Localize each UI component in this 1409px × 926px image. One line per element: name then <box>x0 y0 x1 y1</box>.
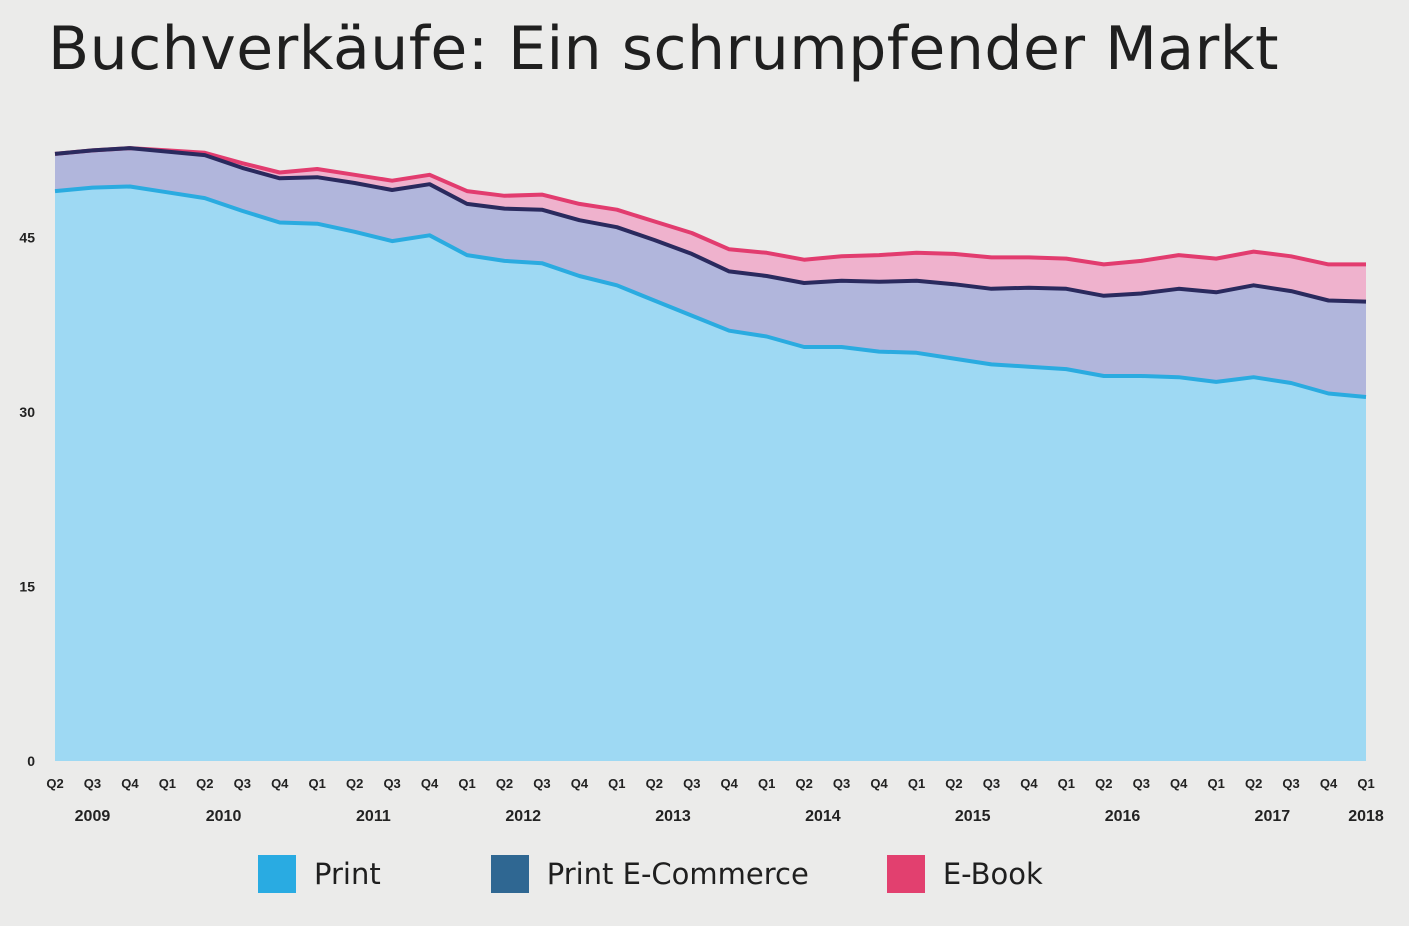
x-tick-label: Q3 <box>533 776 550 791</box>
legend-item-print-ecommerce: Print E-Commerce <box>490 855 809 893</box>
y-tick-label: 30 <box>19 404 35 420</box>
legend-swatch-print-ecommerce <box>490 855 529 893</box>
line-print-ecommerce <box>54 146 1367 304</box>
x-tick-label: Q2 <box>46 776 63 791</box>
legend-swatch-ebook <box>886 855 925 893</box>
year-label: 2013 <box>655 808 691 825</box>
x-tick-label: Q3 <box>84 776 101 791</box>
y-tick-label: 15 <box>19 579 35 595</box>
x-tick-label: Q2 <box>496 776 513 791</box>
x-tick-label: Q4 <box>1020 776 1038 791</box>
year-label: 2015 <box>955 808 991 825</box>
x-tick-label: Q2 <box>795 776 812 791</box>
x-tick-label: Q2 <box>1245 776 1262 791</box>
year-label: 2010 <box>206 808 242 825</box>
x-tick-label: Q3 <box>833 776 850 791</box>
x-tick-label: Q4 <box>1320 776 1338 791</box>
legend-label-ebook: E-Book <box>942 857 1043 891</box>
x-tick-label: Q1 <box>159 776 176 791</box>
x-tick-label: Q4 <box>721 776 739 791</box>
year-label: 2014 <box>805 808 841 825</box>
x-tick-label: Q4 <box>421 776 439 791</box>
x-tick-label: Q4 <box>1170 776 1188 791</box>
x-tick-label: Q1 <box>1357 776 1374 791</box>
x-tick-label: Q1 <box>458 776 475 791</box>
legend-item-ebook: E-Book <box>886 855 1043 893</box>
x-tick-label: Q4 <box>121 776 139 791</box>
year-label: 2009 <box>75 808 111 825</box>
x-tick-label: Q2 <box>1095 776 1112 791</box>
x-tick-label: Q3 <box>983 776 1000 791</box>
x-axis: Q2 Q3 Q4 Q1 Q2 Q3 Q4 Q1 Q2 Q3 Q4 Q1 Q2 Q3 Q4 Q1 Q2 Q3 Q4 Q1… <box>46 776 1384 825</box>
y-tick-label: 0 <box>27 753 35 769</box>
line-print <box>54 184 1367 399</box>
x-tick-label: Q3 <box>1133 776 1150 791</box>
legend-swatch-print <box>258 855 296 893</box>
chart-lines <box>54 146 1367 399</box>
x-tick-label: Q1 <box>758 776 775 791</box>
year-label: 2016 <box>1105 808 1141 825</box>
x-tick-label: Q2 <box>196 776 213 791</box>
line-ebook <box>54 146 1366 267</box>
x-tick-label: Q1 <box>1058 776 1075 791</box>
x-tick-label: Q4 <box>870 776 888 791</box>
x-tick-label: Q2 <box>945 776 962 791</box>
year-label: 2011 <box>356 808 391 825</box>
year-label: 2012 <box>505 808 541 825</box>
x-tick-label: Q1 <box>908 776 925 791</box>
y-tick-label: 45 <box>19 230 35 246</box>
area-print <box>55 186 1366 761</box>
x-tick-label: Q3 <box>1282 776 1299 791</box>
area-print-ecommerce <box>55 148 1366 397</box>
year-label: 2017 <box>1255 808 1291 825</box>
x-tick-label: Q3 <box>683 776 700 791</box>
x-tick-label: Q2 <box>646 776 663 791</box>
legend-item-print: Print <box>258 855 381 893</box>
legend-label-print: Print <box>314 857 381 891</box>
x-tick-label: Q3 <box>234 776 251 791</box>
page-title: Buchverkäufe: Ein schrumpfender Markt <box>48 14 1280 84</box>
x-tick-label: Q3 <box>383 776 400 791</box>
x-tick-label: Q1 <box>309 776 326 791</box>
chart: 0 15 30 45 Q2 Q3 Q4 Q1 Q2 Q3 Q4 Q1 Q2 Q3 Q4 Q1 Q2 Q3 Q4 Q1… <box>19 146 1384 825</box>
year-label: 2018 <box>1348 808 1384 825</box>
x-tick-label: Q1 <box>1207 776 1224 791</box>
legend: Print Print E-Commerce E-Book <box>258 855 1043 893</box>
y-axis: 0 15 30 45 <box>19 230 35 769</box>
legend-label-print-ecommerce: Print E-Commerce <box>546 857 809 891</box>
x-tick-label: Q1 <box>608 776 625 791</box>
x-tick-label: Q4 <box>571 776 589 791</box>
x-tick-label: Q2 <box>346 776 363 791</box>
x-tick-label: Q4 <box>271 776 289 791</box>
